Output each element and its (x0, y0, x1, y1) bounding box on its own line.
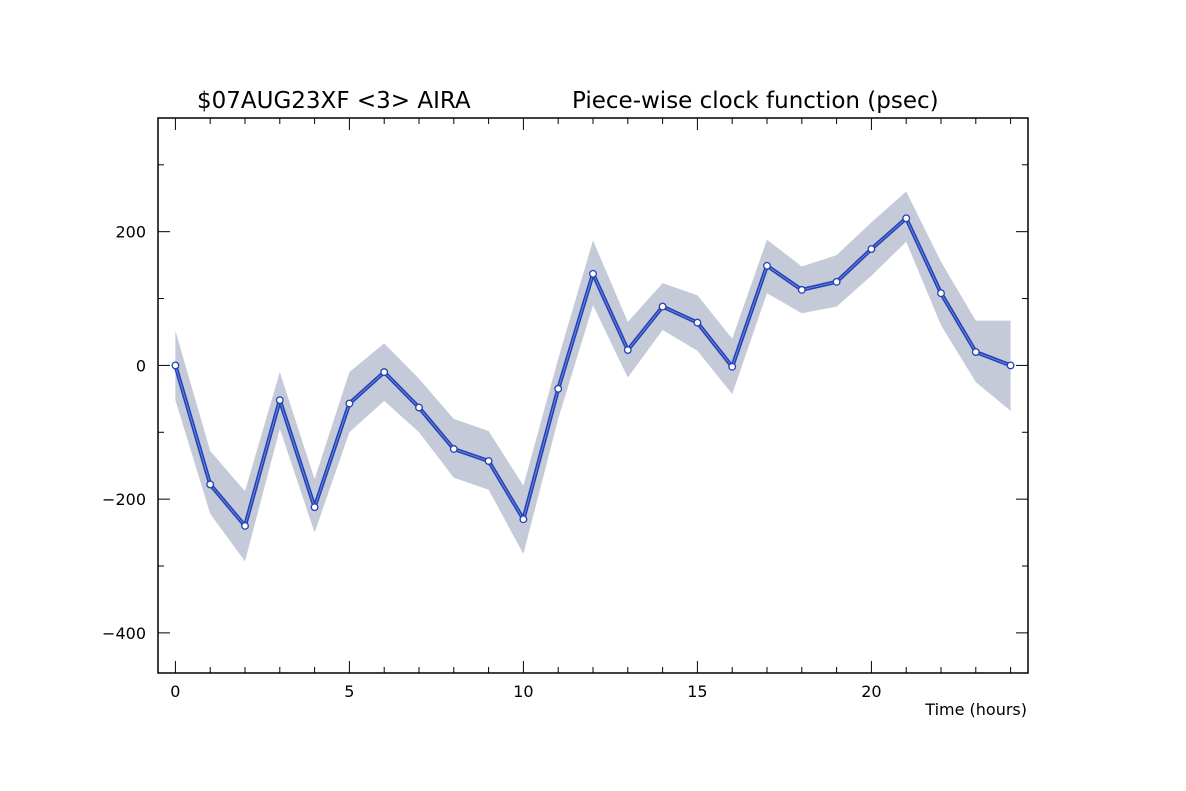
x-tick-label: 5 (344, 682, 354, 701)
data-point (415, 403, 423, 412)
data-point (275, 396, 284, 405)
data-point (310, 503, 319, 512)
data-point (902, 214, 911, 223)
data-point (797, 285, 806, 294)
plot-area (171, 191, 1015, 562)
x-tick-label: 20 (861, 682, 881, 701)
data-point (867, 245, 876, 254)
y-tick-label: −400 (102, 624, 146, 643)
data-point (171, 361, 180, 370)
data-point (554, 384, 563, 393)
y-tick-label: −200 (102, 490, 146, 509)
data-point (728, 362, 737, 371)
chart-title-left: $07AUG23XF <3> AIRA (197, 88, 471, 114)
data-point (971, 348, 980, 356)
data-point (832, 277, 841, 286)
data-point (1006, 361, 1015, 370)
data-point (658, 302, 667, 311)
data-point (693, 318, 702, 327)
y-tick-label: 0 (136, 356, 146, 375)
data-point (241, 521, 249, 530)
data-point (449, 445, 458, 453)
uncertainty-band (175, 191, 1011, 562)
x-tick-label: 15 (687, 682, 707, 701)
x-axis-label: Time (hours) (924, 700, 1027, 719)
data-point (763, 261, 771, 270)
chart-title-right: Piece-wise clock function (psec) (572, 88, 939, 114)
y-tick-label: 200 (115, 223, 146, 242)
data-point (206, 480, 215, 489)
data-point (589, 269, 597, 278)
x-tick-label: 10 (513, 682, 533, 701)
data-point (380, 368, 389, 377)
data-point (937, 289, 945, 298)
data-point (519, 515, 528, 524)
axes: 0 5 10 15 20 −400 −200 0 200 (102, 118, 1028, 701)
x-tick-label: 0 (170, 682, 180, 701)
data-point (484, 457, 493, 465)
data-point (623, 346, 632, 354)
data-point (345, 399, 354, 408)
